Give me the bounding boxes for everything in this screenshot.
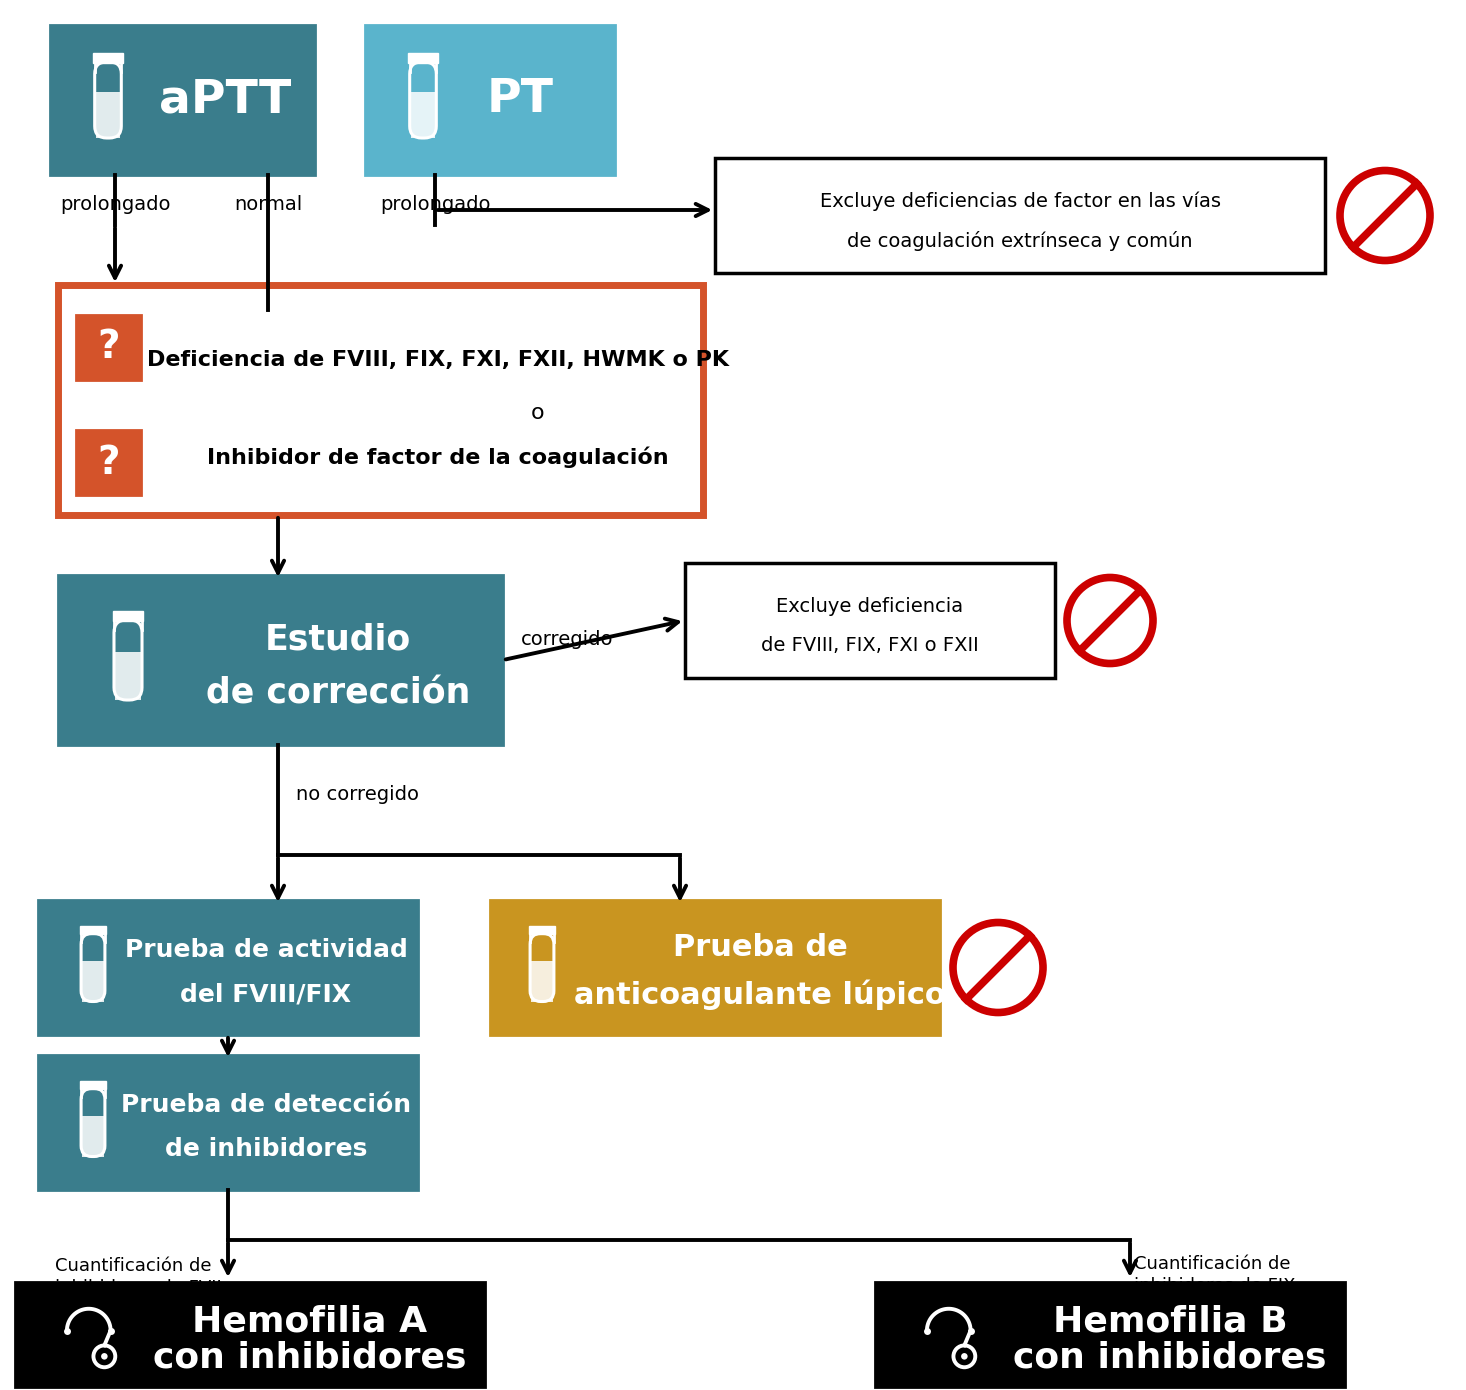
- Bar: [490, 899, 940, 1036]
- Bar: [38, 1055, 418, 1190]
- Text: no corregido: no corregido: [296, 785, 419, 805]
- Bar: [685, 563, 1056, 678]
- Text: anticoagulante lúpico: anticoagulante lúpico: [575, 979, 946, 1009]
- Bar: [76, 430, 141, 495]
- Bar: [95, 92, 120, 138]
- Bar: [38, 899, 418, 1036]
- Bar: [82, 960, 104, 1002]
- Circle shape: [101, 1352, 107, 1359]
- Text: Deficiencia de FVIII, FIX, FXI, FXII, HWMK o PK: Deficiencia de FVIII, FIX, FXI, FXII, HW…: [147, 350, 729, 370]
- Text: Hemofilia A: Hemofilia A: [192, 1305, 428, 1339]
- Bar: [50, 25, 315, 175]
- Bar: [410, 92, 435, 138]
- Text: Excluye deficiencias de factor en las vías: Excluye deficiencias de factor en las ví…: [819, 192, 1221, 211]
- Bar: [81, 1081, 106, 1090]
- Text: o: o: [531, 403, 545, 423]
- Text: del FVIII/FIX: del FVIII/FIX: [180, 983, 352, 1006]
- Text: PT: PT: [487, 78, 554, 122]
- Text: Prueba de detección: Prueba de detección: [120, 1093, 410, 1118]
- Text: Cuantificación de
inhibidores de FVII: Cuantificación de inhibidores de FVII: [54, 1257, 221, 1297]
- Bar: [114, 652, 141, 701]
- Bar: [409, 53, 438, 63]
- Text: ?: ?: [97, 443, 120, 481]
- Text: corregido: corregido: [520, 630, 613, 649]
- Text: prolongado: prolongado: [380, 196, 490, 214]
- Text: Prueba de: Prueba de: [673, 933, 847, 962]
- Text: normal: normal: [235, 196, 302, 214]
- Text: de inhibidores: de inhibidores: [164, 1137, 366, 1162]
- Bar: [15, 1282, 485, 1387]
- Text: de corrección: de corrección: [205, 677, 471, 712]
- Text: Excluye deficiencia: Excluye deficiencia: [777, 598, 963, 616]
- Bar: [59, 575, 503, 745]
- Circle shape: [962, 1352, 968, 1359]
- Text: Prueba de actividad: Prueba de actividad: [125, 938, 408, 962]
- Text: Estudio: Estudio: [265, 623, 410, 656]
- Bar: [59, 285, 704, 516]
- Bar: [365, 25, 616, 175]
- Text: prolongado: prolongado: [60, 196, 170, 214]
- Bar: [715, 158, 1325, 272]
- Text: con inhibidores: con inhibidores: [154, 1340, 466, 1375]
- Text: Inhibidor de factor de la coagulación: Inhibidor de factor de la coagulación: [207, 446, 668, 468]
- Text: ?: ?: [97, 328, 120, 367]
- Bar: [76, 316, 141, 379]
- Bar: [531, 960, 553, 1002]
- Bar: [81, 926, 106, 934]
- Text: de coagulación extrínseca y común: de coagulación extrínseca y común: [847, 231, 1193, 250]
- Text: Cuantificación de
inhibidores de FIX: Cuantificación de inhibidores de FIX: [1135, 1255, 1296, 1295]
- Text: Hemofilia B: Hemofilia B: [1053, 1305, 1287, 1339]
- Bar: [82, 1116, 104, 1156]
- Bar: [529, 926, 556, 934]
- Bar: [875, 1282, 1344, 1387]
- Bar: [113, 612, 144, 621]
- Bar: [94, 53, 123, 63]
- Text: de FVIII, FIX, FXI o FXII: de FVIII, FIX, FXI o FXII: [761, 637, 979, 655]
- Text: con inhibidores: con inhibidores: [1013, 1340, 1327, 1375]
- Text: aPTT: aPTT: [158, 78, 292, 122]
